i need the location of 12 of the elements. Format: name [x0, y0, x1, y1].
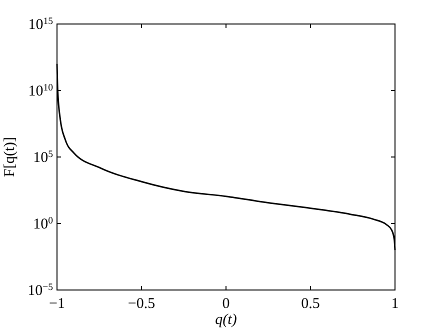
y-tick-label: 10$^{0}$: [33, 215, 54, 232]
x-tick-label: 1: [391, 296, 399, 312]
y-axis-title: F[q(t)]: [2, 137, 18, 177]
y-tick-label: 10$^{10}$: [28, 82, 54, 100]
y-tick-label: 10$^{5}$: [33, 148, 54, 166]
x-tick-label: −0.5: [128, 296, 156, 312]
x-axis-title: q(t): [215, 312, 237, 328]
x-tick-label: −1: [49, 296, 65, 312]
x-tick-label: 0.5: [301, 296, 320, 312]
y-tick-label: 10$^{−5}$: [28, 282, 54, 299]
x-tick-label: 0: [222, 296, 230, 312]
y-tick-label: 10$^{15}$: [28, 16, 54, 33]
